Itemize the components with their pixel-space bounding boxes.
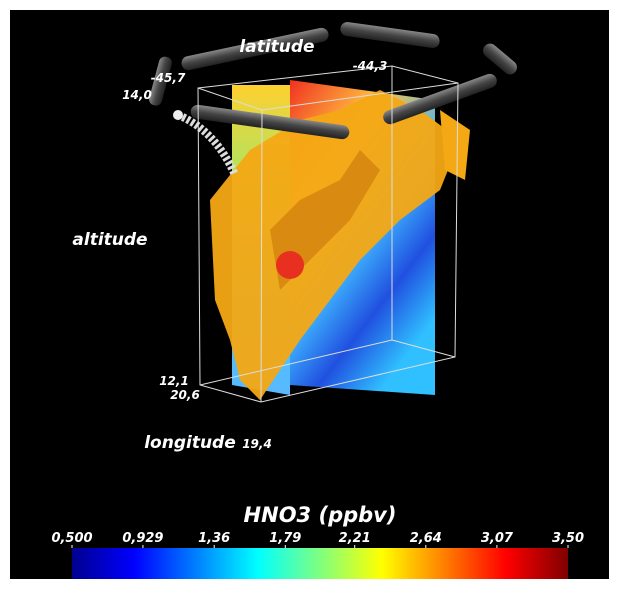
colorbar-tick-label: 1,79 xyxy=(269,531,301,546)
tick-label: 19,4 xyxy=(242,437,272,451)
colorbar-tick-label: 2,21 xyxy=(339,531,371,546)
colorbar xyxy=(72,548,568,579)
screenshot: latitude altitude longitude -44,3 -45,7 … xyxy=(0,0,619,589)
tick-label: 12,1 xyxy=(159,374,189,388)
colorbar-tick-label: 0,500 xyxy=(51,531,92,546)
colorbar-tick-label: 2,64 xyxy=(410,531,442,546)
colorbar-tick-label: 1,36 xyxy=(198,531,230,546)
colorbar-tick-label: 3,07 xyxy=(481,531,514,546)
axis-label: longitude xyxy=(144,433,236,453)
tick-label: -45,7 xyxy=(151,71,186,85)
axis-label: latitude xyxy=(239,37,314,57)
tick-label: -44,3 xyxy=(353,59,388,73)
tick-label: 14,0 xyxy=(122,88,152,102)
colorbar-tick-label: 3,50 xyxy=(552,531,584,546)
tick-label: 20,6 xyxy=(170,388,200,402)
colorbar-tick-label: 0,929 xyxy=(122,531,163,546)
axis-label: altitude xyxy=(72,230,147,250)
colorbar-title: HNO3 (ppbv) xyxy=(244,503,397,527)
